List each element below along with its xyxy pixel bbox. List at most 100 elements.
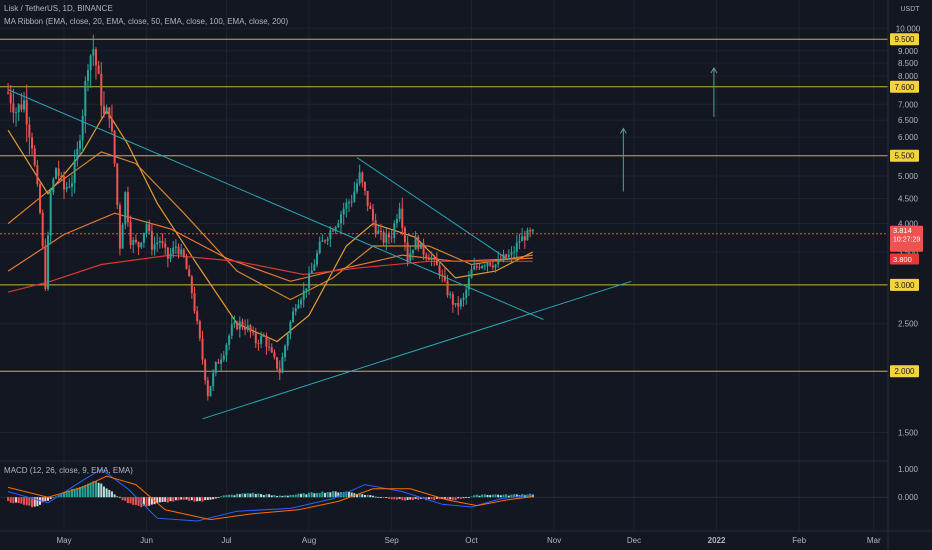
candle-body	[89, 55, 92, 71]
candle-body	[318, 241, 321, 254]
macd-histogram-bar	[196, 497, 199, 502]
candle-body	[28, 124, 31, 138]
macd-histogram-bar	[257, 493, 260, 498]
candle-body	[142, 232, 145, 243]
macd-histogram-bar	[363, 494, 366, 498]
candle-body	[382, 232, 385, 243]
macd-histogram-bar	[206, 497, 209, 500]
level-badge-text: 7.600	[894, 83, 915, 92]
candle-body	[417, 236, 420, 249]
macd-histogram-bar	[63, 491, 65, 498]
macd-histogram-bar	[499, 495, 502, 498]
macd-histogram-bar	[481, 494, 484, 498]
macd-histogram-bar	[260, 494, 263, 498]
level-badge	[890, 33, 919, 46]
candle-body	[97, 65, 100, 74]
macd-histogram-bar	[236, 493, 239, 498]
macd-histogram-bar	[358, 493, 361, 498]
macd-histogram-bar	[286, 495, 289, 498]
price-axis[interactable]: 10.000 9.000 8.500 8.000 7.000 6.500 6.000 5.00…	[896, 24, 921, 502]
candle-body	[254, 332, 257, 344]
candle-body	[419, 243, 422, 249]
macd-histogram-bar	[302, 493, 305, 498]
candle-body	[446, 280, 449, 296]
macd-line	[7, 468, 533, 522]
ema-badge-text: 3.800	[893, 255, 912, 264]
macd-histogram-bar	[188, 497, 191, 501]
candle-body	[305, 288, 308, 291]
macd-histogram-bar	[361, 494, 364, 498]
macd-histogram-bar	[41, 497, 44, 503]
macd-histogram-bar	[52, 496, 55, 498]
macd-histogram-bar	[132, 497, 135, 505]
candle-body	[473, 266, 476, 270]
macd-histogram-bar	[126, 497, 129, 504]
ema-badge	[890, 253, 919, 265]
macd-histogram-bar	[68, 490, 71, 498]
candle-body	[41, 212, 44, 247]
horizontal-levels[interactable]	[0, 38, 888, 372]
target-arrows[interactable]	[619, 67, 718, 192]
candle-body	[390, 237, 393, 239]
candle-body	[387, 234, 390, 238]
macd-histogram-bar	[438, 497, 441, 500]
macd-histogram-bar	[446, 497, 449, 500]
candle-body	[65, 186, 68, 190]
macd-histogram-bar	[414, 497, 417, 499]
candle-body	[353, 191, 356, 202]
macd-histogram-bar	[118, 496, 121, 498]
macd-pane	[0, 468, 888, 522]
candle-body	[411, 249, 414, 254]
macd-histogram-bar	[78, 487, 81, 498]
macd-histogram-bar	[97, 482, 100, 498]
macd-histogram-bar	[12, 497, 15, 504]
candle-body	[233, 322, 236, 325]
candle-body	[169, 253, 172, 259]
candle-body	[222, 355, 225, 360]
candle-body	[31, 137, 34, 149]
macd-legend[interactable]: MACD (12, 26, close, 9, EMA, EMA)	[4, 466, 133, 475]
macd-histogram-bar	[513, 494, 516, 498]
candle-body	[158, 240, 161, 243]
macd-histogram-bar	[244, 493, 247, 498]
macd-histogram-bar	[494, 494, 497, 498]
candle-body	[108, 107, 111, 119]
macd-histogram-bar	[497, 494, 500, 498]
symbol-title[interactable]: Lisk / TetherUS, 1D, BINANCE	[4, 4, 113, 13]
candle-body	[220, 359, 223, 364]
candle-body	[161, 240, 164, 244]
macd-histogram-bar	[145, 497, 148, 507]
candle-body	[521, 236, 524, 242]
candle-body	[268, 346, 271, 348]
candle-body	[308, 273, 311, 289]
countdown-text: 10:27:29	[893, 237, 920, 244]
macd-histogram-bar	[214, 497, 217, 499]
candle-body	[214, 362, 217, 373]
candle-body	[454, 303, 457, 305]
macd-tick-label: 1.000	[898, 465, 919, 474]
macd-histogram-bar	[169, 497, 172, 502]
macd-histogram-bar	[44, 497, 47, 502]
candle-body	[204, 359, 207, 381]
macd-histogram-bar	[371, 495, 374, 498]
candle-body	[467, 278, 470, 290]
candle-body	[212, 372, 215, 387]
candle-body	[180, 249, 183, 255]
candle-body	[76, 148, 79, 161]
y-tick-label: 3.500	[898, 248, 919, 257]
ma-ribbon-legend[interactable]: MA Ribbon (EMA, close, 20, EMA, close, 5…	[4, 17, 289, 26]
x-tick-label: Nov	[547, 536, 561, 545]
candle-body	[25, 100, 28, 125]
candle-body	[113, 130, 116, 164]
trendlines[interactable]	[7, 89, 632, 420]
candle-body	[483, 265, 486, 267]
y-tick-label: 4.500	[898, 194, 919, 203]
candlestick-series	[7, 34, 534, 401]
macd-histogram-bar	[23, 497, 26, 505]
candle-body	[302, 290, 305, 300]
macd-histogram-bar	[443, 497, 446, 499]
macd-histogram-bar	[462, 497, 465, 499]
macd-histogram-bar	[379, 497, 382, 498]
time-axis[interactable]: May Jun Jul Aug Sep Oct Nov Dec 2022 Feb Mar	[56, 536, 881, 545]
